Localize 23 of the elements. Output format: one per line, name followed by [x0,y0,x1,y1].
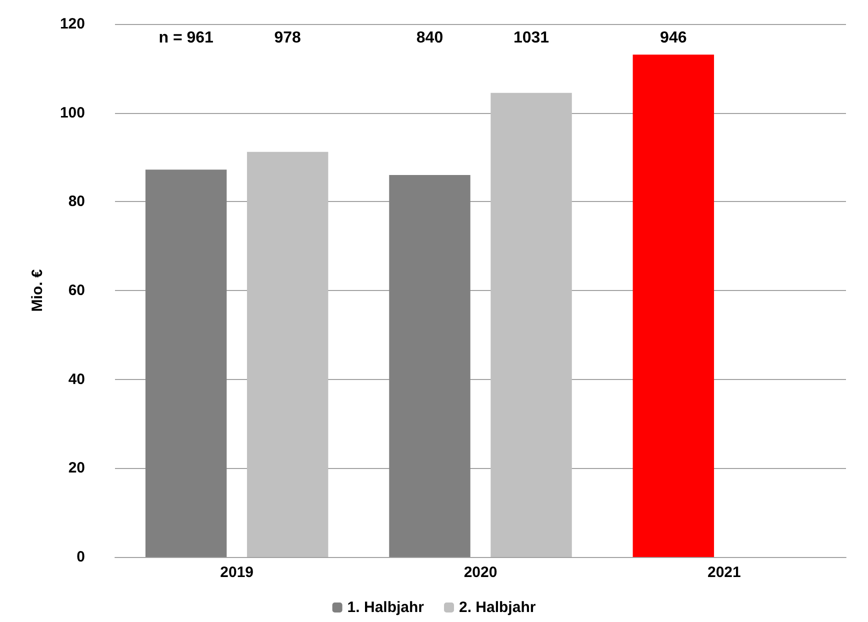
annotation: n = 961 [158,30,214,46]
y-tick-label: 40 [68,370,85,388]
legend-label: 2. Halbjahr [459,599,536,616]
x-tick-label: 2020 [464,564,498,581]
x-tick-label: 2021 [707,564,741,581]
y-tick-label: 120 [60,16,85,32]
y-axis-title: Mio. € [29,268,46,312]
bar [490,92,572,557]
annotation: 840 [416,30,444,46]
y-tick-label: 80 [68,193,85,210]
annotation: 946 [660,30,687,46]
legend-label: 1. Halbjahr [347,599,424,616]
y-tick-label: 20 [68,460,85,477]
annotation: 978 [274,30,302,46]
bar [389,175,470,557]
y-tick-label: 60 [68,282,85,299]
x-tick-label: 2019 [220,564,254,581]
bar [632,54,714,557]
bar [246,152,328,557]
y-tick-label: 100 [60,104,85,122]
annotation: 1031 [513,30,550,46]
y-tick-label: 0 [76,548,85,566]
bar [145,170,227,557]
